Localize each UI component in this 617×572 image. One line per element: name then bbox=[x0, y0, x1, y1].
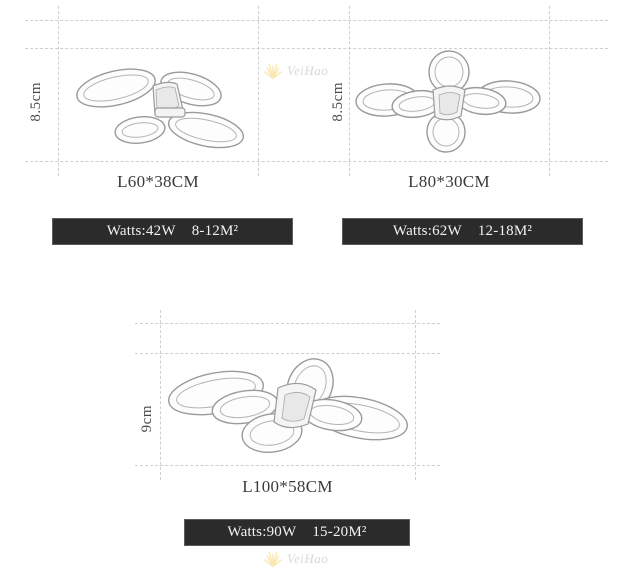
watermark-bottom: VeiHao bbox=[262, 548, 328, 570]
guide-line-vertical bbox=[58, 6, 59, 176]
lamp-rings-l80 bbox=[355, 50, 541, 153]
area-value-l100: 15-20M² bbox=[312, 524, 367, 540]
watermark-top: VeiHao bbox=[262, 60, 328, 82]
height-dimension-l80: 8.5cm bbox=[330, 82, 346, 122]
guide-line-horizontal bbox=[135, 465, 440, 466]
lamp-illustration-l100 bbox=[160, 353, 418, 465]
guide-line-horizontal bbox=[25, 48, 315, 49]
lamp-illustration-l80 bbox=[349, 48, 549, 161]
watermark-label: VeiHao bbox=[287, 551, 329, 566]
guide-line-vertical bbox=[349, 6, 350, 176]
lamp-svg-l60 bbox=[76, 68, 245, 149]
watt-bar-l60: Watts:42W 8-12M² bbox=[52, 218, 293, 245]
guide-line-horizontal bbox=[318, 161, 608, 162]
guide-line-horizontal bbox=[318, 48, 608, 49]
guide-line-vertical bbox=[549, 6, 550, 176]
lamp-rings-l100 bbox=[168, 358, 408, 453]
watt-bar-l100: Watts:90W 15-20M² bbox=[184, 519, 410, 546]
watt-bar-l80: Watts:62W 12-18M² bbox=[342, 218, 583, 245]
sunburst-icon bbox=[264, 63, 282, 80]
sunburst-icon bbox=[264, 551, 282, 568]
guide-line-vertical bbox=[160, 310, 161, 480]
size-label-l60: L60*38CM bbox=[117, 172, 199, 191]
guide-line-vertical bbox=[258, 6, 259, 176]
lamp-rings-l60 bbox=[76, 68, 245, 149]
lamp-svg-l80 bbox=[355, 50, 541, 153]
height-dimension-l60: 8.5cm bbox=[28, 82, 44, 122]
guide-line-horizontal bbox=[25, 161, 315, 162]
watts-value-l100: Watts:90W bbox=[227, 524, 297, 540]
guide-line-horizontal bbox=[135, 353, 440, 354]
height-dimension-l100: 9cm bbox=[139, 405, 155, 433]
guide-line-horizontal bbox=[25, 20, 315, 21]
watermark-label: VeiHao bbox=[287, 63, 329, 78]
size-label-l80: L80*30CM bbox=[408, 172, 490, 191]
size-label-l100: L100*58CM bbox=[242, 477, 333, 496]
area-value-l80: 12-18M² bbox=[477, 223, 533, 239]
lamp-illustration-l60 bbox=[58, 48, 258, 161]
lamp-svg-l100 bbox=[168, 358, 408, 453]
watts-value-l80: Watts:62W bbox=[392, 223, 462, 239]
guide-line-horizontal bbox=[135, 323, 440, 324]
guide-line-horizontal bbox=[318, 20, 608, 21]
area-value-l60: 8-12M² bbox=[191, 223, 239, 239]
watts-value-l60: Watts:42W bbox=[106, 223, 176, 239]
guide-line-vertical bbox=[415, 310, 416, 480]
